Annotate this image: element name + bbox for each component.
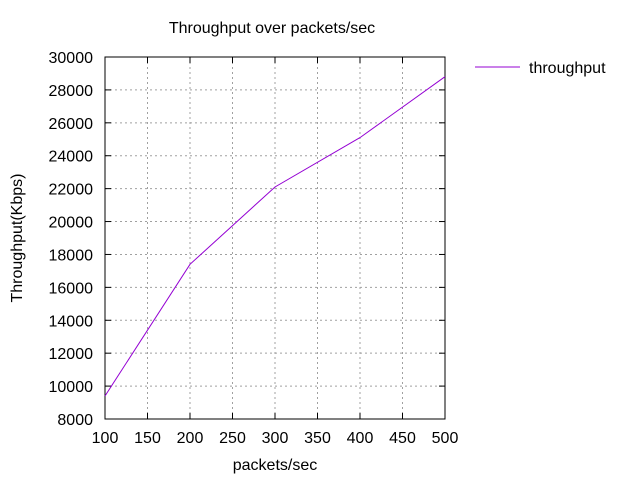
series-layer [104,76,446,397]
chart-title: Throughput over packets/sec [169,20,375,37]
x-tick-label: 300 [262,430,289,447]
x-axis: 100 150 200 250 300 350 400 450 500 [92,57,459,447]
x-tick-label: 100 [92,430,119,447]
x-tick-label: 250 [219,430,246,447]
y-tick-label: 14000 [49,313,94,330]
y-tick-label: 20000 [49,215,94,232]
x-tick-label: 400 [347,430,374,447]
x-tick-label: 150 [134,430,161,447]
y-tick-label: 26000 [49,116,94,133]
x-tick-label: 200 [177,430,204,447]
x-tick-label: 500 [432,430,459,447]
y-tick-label: 30000 [49,50,94,67]
y-tick-label: 8000 [57,412,93,429]
y-tick-label: 10000 [49,379,94,396]
x-tick-label: 450 [389,430,416,447]
series-line-throughput [104,76,446,397]
y-axis: 8000 10000 12000 14000 16000 18000 20000 22000 2… [49,50,445,429]
y-tick-label: 28000 [49,83,94,100]
x-axis-title: packets/sec [233,457,317,474]
y-axis-title: Throughput(Kbps) [9,174,26,303]
legend-label: throughput [529,60,606,77]
y-tick-label: 24000 [49,149,94,166]
legend: throughput [475,60,606,77]
y-tick-label: 16000 [49,280,94,297]
y-tick-label: 22000 [49,182,94,199]
x-tick-label: 350 [304,430,331,447]
y-tick-label: 12000 [49,346,94,363]
y-tick-label: 18000 [49,247,94,264]
grid-layer [105,57,445,419]
